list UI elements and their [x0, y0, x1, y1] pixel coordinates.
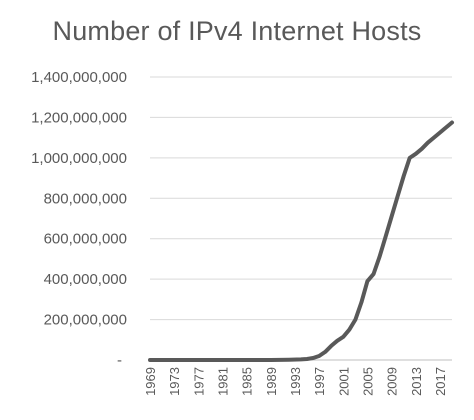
x-tick-label: 2017 — [433, 367, 448, 396]
x-tick-label: 1985 — [240, 367, 255, 396]
x-tick-label: 2009 — [385, 367, 400, 396]
x-tick-label: 1977 — [191, 367, 206, 396]
gridlines — [150, 76, 452, 361]
chart-title: Number of IPv4 Internet Hosts — [52, 16, 422, 46]
y-tick-label: 1,400,000,000 — [31, 69, 127, 86]
x-tick-label: 2005 — [360, 367, 375, 396]
y-tick-label: 1,200,000,000 — [31, 109, 127, 126]
y-tick-label: 600,000,000 — [44, 231, 127, 248]
y-tick-label: 400,000,000 — [44, 271, 127, 288]
x-tick-label: 2001 — [336, 367, 351, 396]
y-axis: - 200,000,000 400,000,000 600,000,000 800,00… — [31, 69, 127, 369]
y-tick-label: 200,000,000 — [44, 312, 127, 329]
x-tick-label: 1981 — [215, 367, 230, 396]
y-tick-label: - — [117, 352, 122, 369]
series-line — [148, 120, 454, 362]
x-tick-label: 2013 — [409, 367, 424, 396]
x-tick-label: 1989 — [264, 367, 279, 396]
x-tick-label: 1993 — [288, 367, 303, 396]
x-tick-label: 1969 — [143, 367, 158, 396]
series-line-layer — [148, 120, 454, 362]
x-tick-label: 1997 — [312, 367, 327, 396]
y-tick-label: 800,000,000 — [44, 190, 127, 207]
x-tick-label: 1973 — [167, 367, 182, 396]
x-axis: 1969 1973 1977 1981 1985 1989 1993 1997 2001 2005… — [143, 367, 448, 396]
y-tick-label: 1,000,000,000 — [31, 150, 127, 167]
